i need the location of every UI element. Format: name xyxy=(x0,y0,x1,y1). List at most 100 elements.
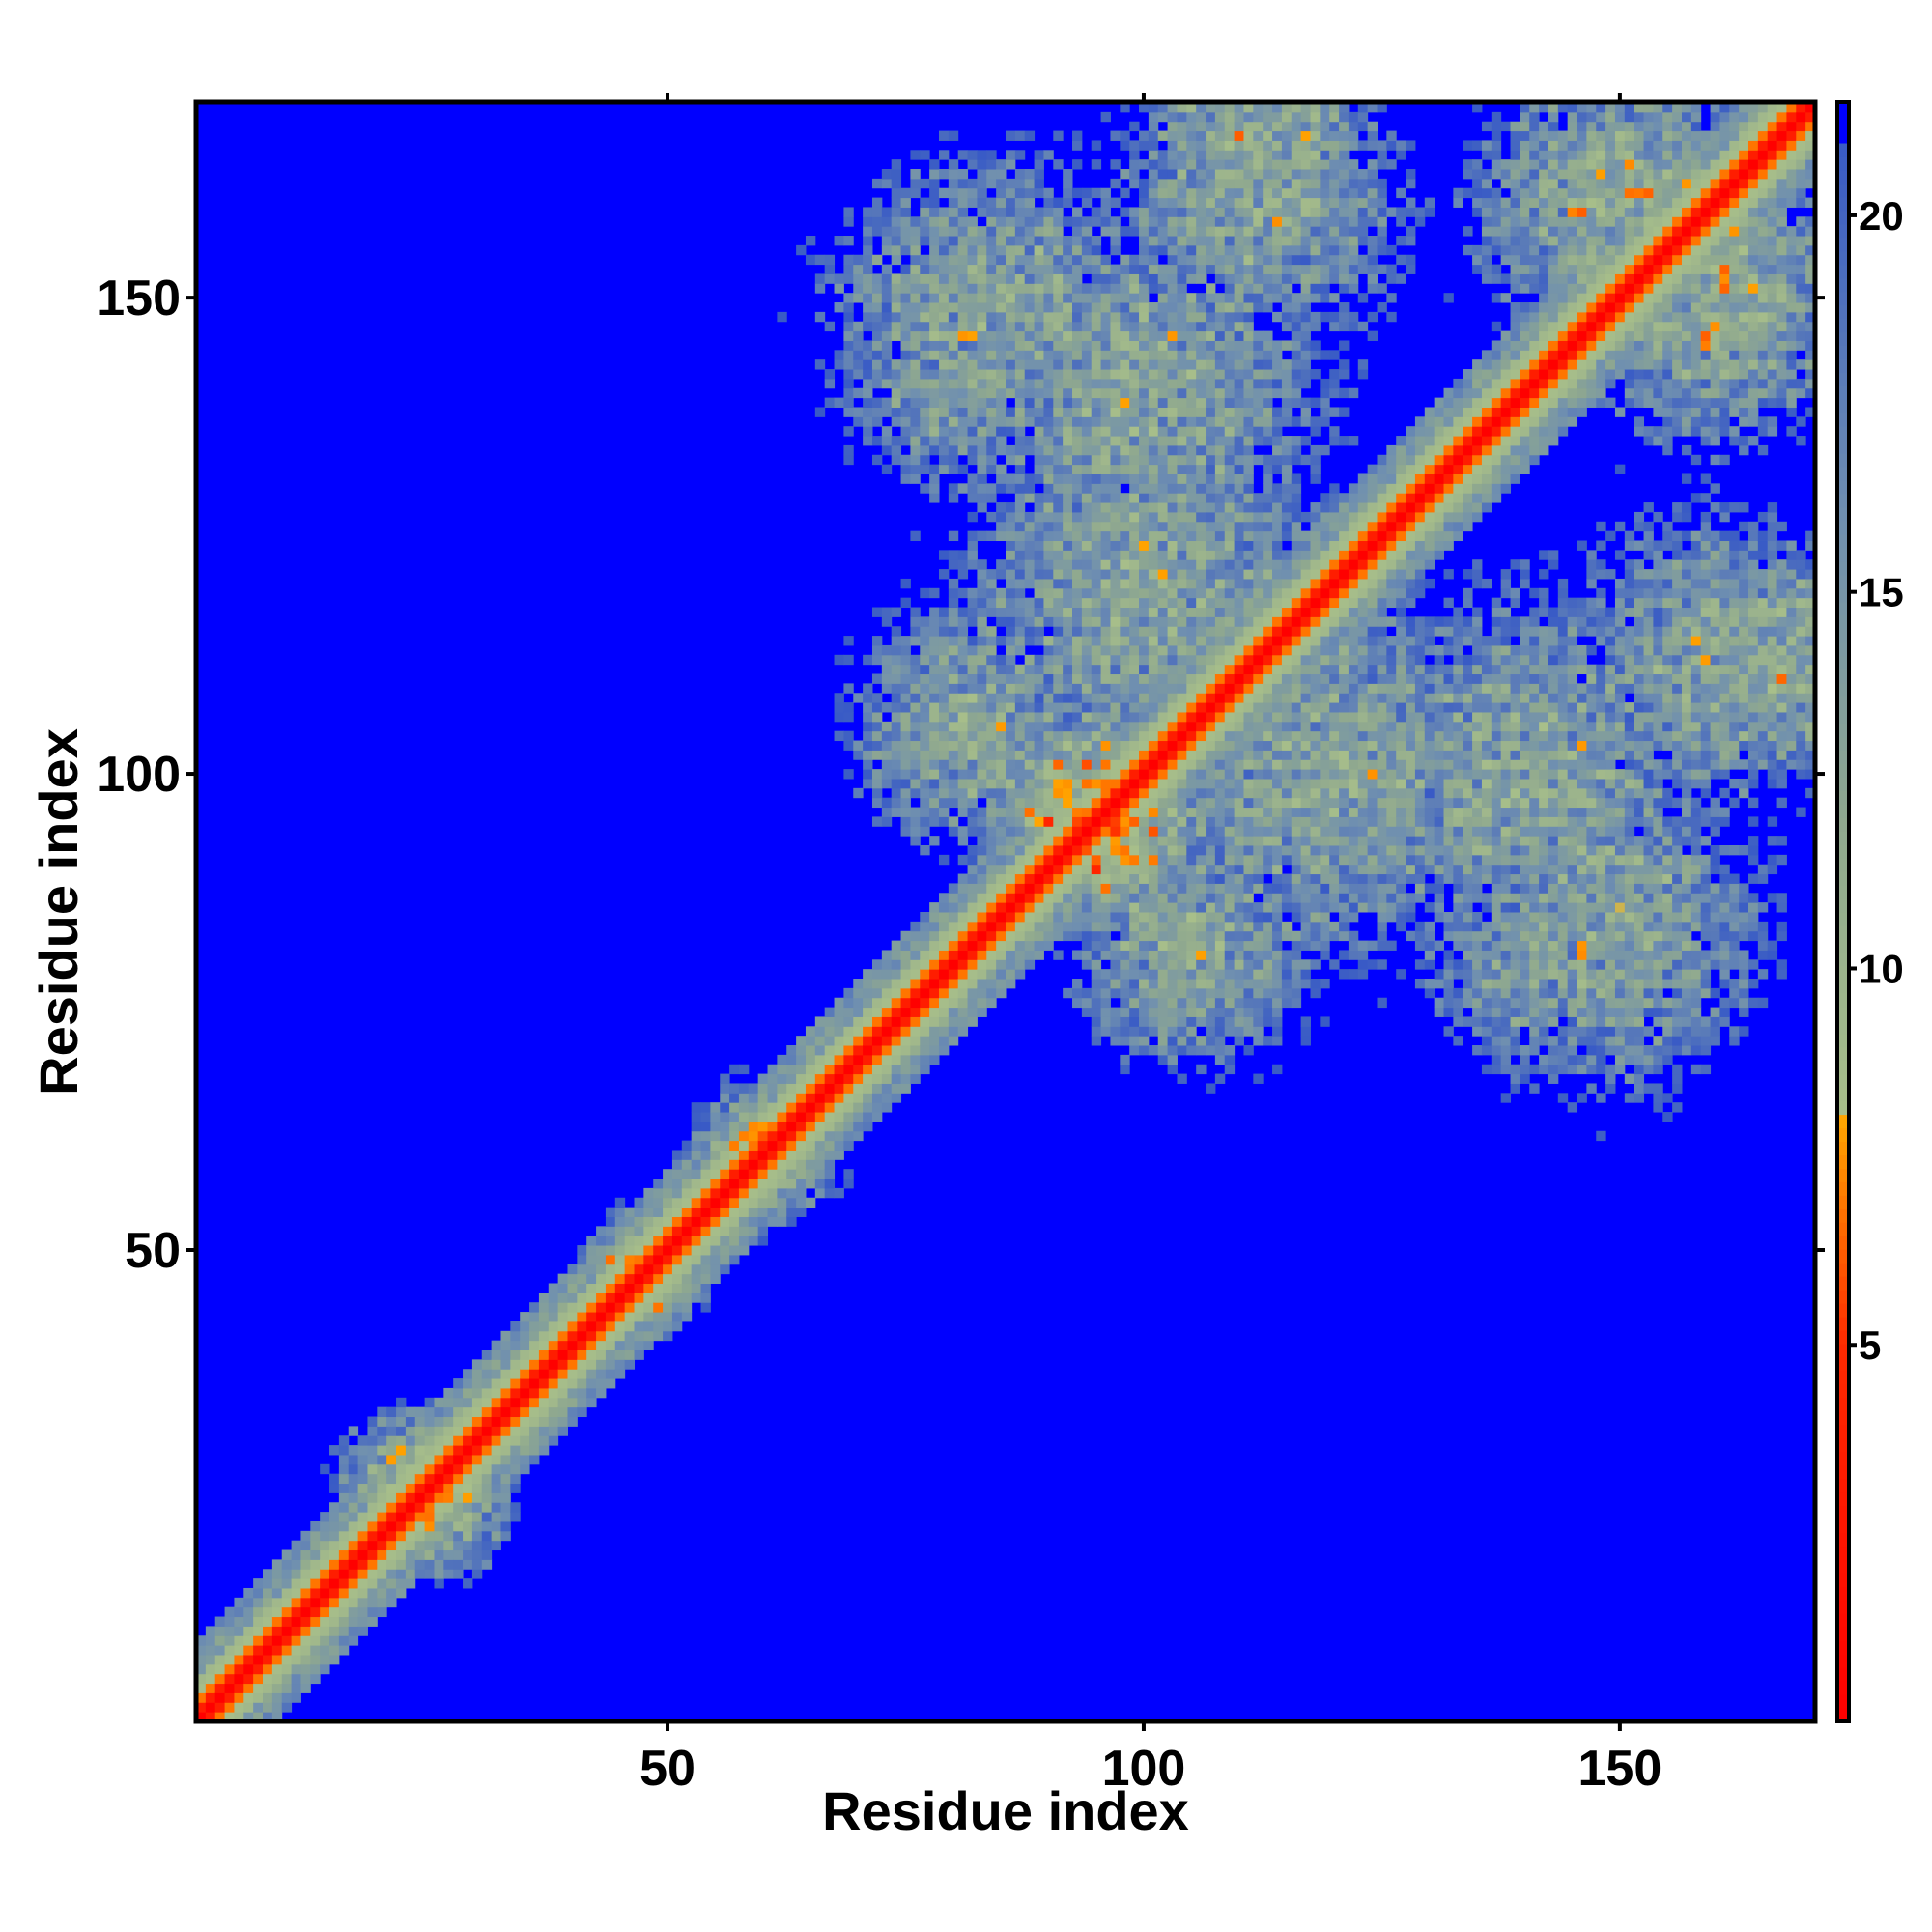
heatmap-cell xyxy=(853,1016,864,1027)
heatmap-cell xyxy=(1120,1064,1130,1075)
heatmap-cell xyxy=(986,930,997,942)
heatmap-cell xyxy=(948,378,959,389)
heatmap-cell xyxy=(1043,893,1054,903)
heatmap-cell xyxy=(1139,273,1150,284)
heatmap-cell xyxy=(1196,769,1207,780)
heatmap-cell xyxy=(1167,864,1178,875)
heatmap-cell xyxy=(386,1569,397,1579)
heatmap-cell xyxy=(1206,159,1216,170)
heatmap-cell xyxy=(1024,350,1036,360)
heatmap-cell xyxy=(843,1064,854,1075)
heatmap-cell xyxy=(1157,436,1169,446)
heatmap-cell xyxy=(957,912,969,923)
heatmap-cell xyxy=(881,293,893,303)
heatmap-cell xyxy=(786,1093,797,1103)
heatmap-cell xyxy=(1186,912,1197,923)
heatmap-cell xyxy=(967,787,978,799)
heatmap-cell xyxy=(491,1463,501,1475)
heatmap-cell xyxy=(910,940,921,951)
heatmap-cell xyxy=(1196,340,1207,351)
heatmap-cell xyxy=(996,769,1007,780)
heatmap-cell xyxy=(681,1264,693,1275)
heatmap-cell xyxy=(1214,893,1226,903)
heatmap-cell xyxy=(663,1273,673,1284)
heatmap-cell xyxy=(910,750,921,760)
heatmap-cell xyxy=(881,1102,893,1113)
heatmap-cell xyxy=(329,1606,340,1618)
heatmap-cell xyxy=(1157,569,1169,580)
heatmap-cell xyxy=(500,1520,511,1532)
heatmap-cell xyxy=(929,797,940,809)
heatmap-cell xyxy=(1043,302,1054,313)
heatmap-cell xyxy=(1224,930,1236,942)
heatmap-cell xyxy=(1120,607,1130,617)
heatmap-cell xyxy=(1014,664,1026,675)
heatmap-cell xyxy=(757,1140,769,1151)
heatmap-cell xyxy=(414,1406,426,1418)
heatmap-cell xyxy=(796,1064,807,1075)
heatmap-cell xyxy=(291,1597,301,1608)
heatmap-cell xyxy=(986,359,997,370)
heatmap-cell xyxy=(1129,912,1140,923)
heatmap-cell xyxy=(424,1502,435,1513)
heatmap-cell xyxy=(1253,844,1264,856)
heatmap-cell xyxy=(1167,1036,1178,1046)
heatmap-cell xyxy=(957,721,969,732)
heatmap-cell xyxy=(1196,959,1207,970)
heatmap-cell xyxy=(1024,912,1036,923)
heatmap-cell xyxy=(977,587,987,599)
heatmap-cell xyxy=(624,1264,636,1275)
heatmap-cell xyxy=(891,1083,902,1094)
heatmap-cell xyxy=(748,1197,759,1208)
heatmap-cell xyxy=(757,1169,769,1179)
heatmap-cell xyxy=(738,1112,750,1122)
heatmap-cell xyxy=(748,1216,759,1227)
heatmap-cell xyxy=(1234,330,1244,341)
heatmap-cell xyxy=(1034,930,1044,942)
heatmap-cell xyxy=(1034,178,1044,189)
heatmap-cell xyxy=(938,397,950,408)
heatmap-cell xyxy=(900,1083,911,1094)
heatmap-cell xyxy=(1186,607,1197,617)
heatmap-cell xyxy=(434,1549,444,1560)
heatmap-cell xyxy=(881,950,893,960)
heatmap-cell xyxy=(1148,159,1159,170)
heatmap-cell xyxy=(1224,426,1236,437)
heatmap-cell xyxy=(491,1454,501,1465)
heatmap-cell xyxy=(1253,454,1264,466)
heatmap-cell xyxy=(691,1102,702,1113)
heatmap-cell xyxy=(614,1283,626,1293)
heatmap-cell xyxy=(405,1569,416,1579)
heatmap-cell xyxy=(1006,759,1016,770)
heatmap-cell xyxy=(729,1179,740,1189)
heatmap-cell xyxy=(967,273,978,284)
heatmap-cell xyxy=(1043,787,1054,799)
heatmap-cell xyxy=(1120,569,1130,580)
heatmap-cell xyxy=(1129,836,1140,846)
heatmap-cell xyxy=(1214,130,1226,141)
heatmap-cell xyxy=(863,359,873,370)
heatmap-cell xyxy=(871,273,883,284)
heatmap-cell xyxy=(1263,769,1273,780)
heatmap-cell xyxy=(320,1616,330,1627)
heatmap-cell xyxy=(1167,702,1178,713)
heatmap-cell xyxy=(396,1502,407,1513)
heatmap-cell xyxy=(577,1302,587,1313)
heatmap-cell xyxy=(548,1387,559,1399)
heatmap-cell xyxy=(338,1626,350,1636)
heatmap-cell xyxy=(1234,550,1244,560)
heatmap-cell xyxy=(1253,521,1264,532)
heatmap-cell xyxy=(729,1112,740,1122)
heatmap-cell xyxy=(957,664,969,675)
heatmap-cell xyxy=(348,1530,359,1542)
heatmap-cell xyxy=(529,1397,540,1408)
heatmap-cell xyxy=(1177,626,1187,637)
heatmap-cell xyxy=(824,1159,836,1170)
heatmap-cell xyxy=(1120,902,1130,913)
heatmap-cell xyxy=(938,664,950,675)
heatmap-cell xyxy=(1024,130,1036,141)
heatmap-cell xyxy=(967,979,978,989)
heatmap-cell xyxy=(853,387,864,399)
heatmap-cell xyxy=(938,130,950,141)
heatmap-cell xyxy=(1129,997,1140,1009)
